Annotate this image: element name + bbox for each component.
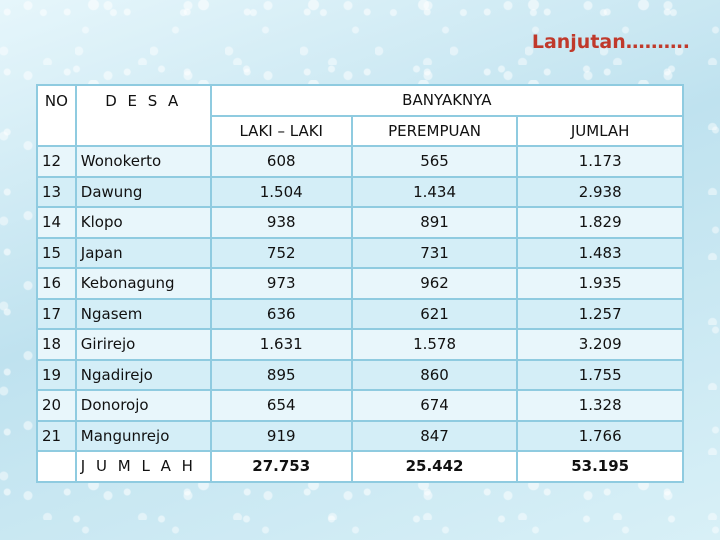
total-row: J U M L A H 27.753 25.442 53.195 [38, 452, 682, 481]
table-row: 18 Girirejo 1.631 1.578 3.209 [38, 330, 682, 359]
table-row: 17 Ngasem 636 621 1.257 [38, 300, 682, 329]
table-row: 15 Japan 752 731 1.483 [38, 239, 682, 268]
cell-desa: Kebonagung [77, 269, 210, 298]
cell-desa: Japan [77, 239, 210, 268]
cell-desa: Girirejo [77, 330, 210, 359]
cell-perempuan: 731 [353, 239, 517, 268]
cell-jumlah: 1.483 [518, 239, 682, 268]
header-perempuan: PEREMPUAN [353, 117, 517, 146]
cell-desa: Ngadirejo [77, 361, 210, 390]
cell-jumlah: 1.173 [518, 147, 682, 176]
cell-laki: 938 [212, 208, 351, 237]
cell-no: 21 [38, 422, 75, 451]
header-desa: D E S A [77, 86, 210, 145]
cell-no: 17 [38, 300, 75, 329]
cell-laki: 919 [212, 422, 351, 451]
cell-no: 12 [38, 147, 75, 176]
table-row: 20 Donorojo 654 674 1.328 [38, 391, 682, 420]
cell-perempuan: 1.434 [353, 178, 517, 207]
cell-laki: 895 [212, 361, 351, 390]
cell-laki: 1.631 [212, 330, 351, 359]
cell-laki: 752 [212, 239, 351, 268]
cell-perempuan: 847 [353, 422, 517, 451]
cell-jumlah: 3.209 [518, 330, 682, 359]
cell-perempuan: 674 [353, 391, 517, 420]
cell-jumlah: 1.766 [518, 422, 682, 451]
cell-no: 16 [38, 269, 75, 298]
table-row: 12 Wonokerto 608 565 1.173 [38, 147, 682, 176]
table-row: 21 Mangunrejo 919 847 1.766 [38, 422, 682, 451]
header-row-1: NO D E S A BANYAKNYA [38, 86, 682, 115]
cell-laki: 608 [212, 147, 351, 176]
cell-perempuan: 621 [353, 300, 517, 329]
cell-jumlah: 1.829 [518, 208, 682, 237]
cell-perempuan: 1.578 [353, 330, 517, 359]
cell-no: 13 [38, 178, 75, 207]
header-banyaknya: BANYAKNYA [212, 86, 682, 115]
cell-jumlah: 1.257 [518, 300, 682, 329]
total-label: J U M L A H [77, 452, 210, 481]
cell-desa: Mangunrejo [77, 422, 210, 451]
cell-jumlah: 1.935 [518, 269, 682, 298]
cell-laki: 973 [212, 269, 351, 298]
cell-desa: Wonokerto [77, 147, 210, 176]
cell-perempuan: 891 [353, 208, 517, 237]
cell-laki: 1.504 [212, 178, 351, 207]
cell-perempuan: 860 [353, 361, 517, 390]
cell-no: 14 [38, 208, 75, 237]
table-row: 14 Klopo 938 891 1.829 [38, 208, 682, 237]
cell-jumlah: 1.755 [518, 361, 682, 390]
cell-no: 18 [38, 330, 75, 359]
total-perempuan: 25.442 [353, 452, 517, 481]
header-laki: LAKI – LAKI [212, 117, 351, 146]
table-row: 16 Kebonagung 973 962 1.935 [38, 269, 682, 298]
cell-no: 20 [38, 391, 75, 420]
table-row: 13 Dawung 1.504 1.434 2.938 [38, 178, 682, 207]
total-jumlah: 53.195 [518, 452, 682, 481]
cell-jumlah: 2.938 [518, 178, 682, 207]
cell-laki: 636 [212, 300, 351, 329]
table-row: 19 Ngadirejo 895 860 1.755 [38, 361, 682, 390]
header-jumlah: JUMLAH [518, 117, 682, 146]
cell-total-no [38, 452, 75, 481]
cell-desa: Dawung [77, 178, 210, 207]
cell-no: 15 [38, 239, 75, 268]
cell-no: 19 [38, 361, 75, 390]
page-title: Lanjutan………. [532, 31, 690, 53]
cell-desa: Donorojo [77, 391, 210, 420]
cell-desa: Ngasem [77, 300, 210, 329]
cell-laki: 654 [212, 391, 351, 420]
header-no: NO [38, 86, 75, 145]
cell-perempuan: 962 [353, 269, 517, 298]
total-laki: 27.753 [212, 452, 351, 481]
cell-perempuan: 565 [353, 147, 517, 176]
population-table: NO D E S A BANYAKNYA LAKI – LAKI PEREMPU… [36, 84, 684, 483]
cell-desa: Klopo [77, 208, 210, 237]
cell-jumlah: 1.328 [518, 391, 682, 420]
